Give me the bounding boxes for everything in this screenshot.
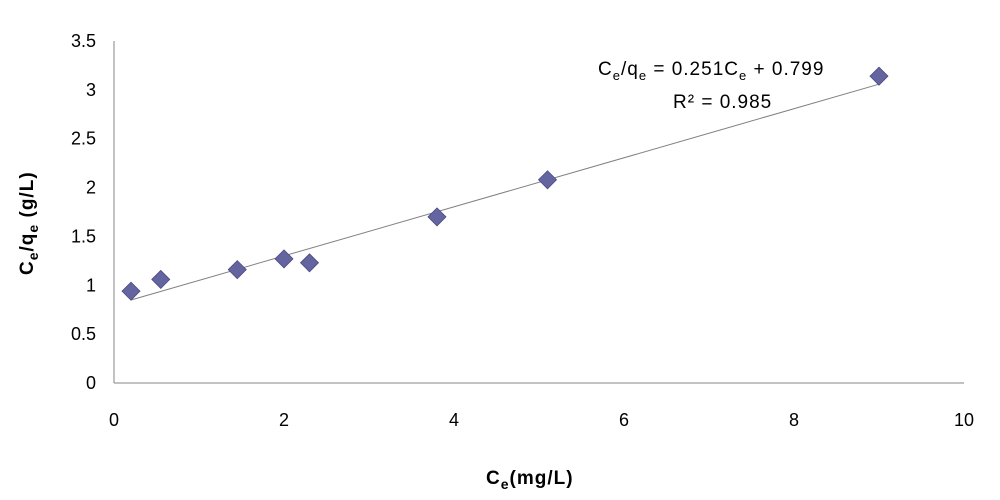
y-tick-label: 3.5 — [71, 31, 96, 51]
data-points — [121, 66, 889, 301]
x-tick-labels: 0 2 4 6 8 10 — [109, 410, 974, 430]
data-point — [299, 253, 320, 273]
x-tick-label: 8 — [789, 410, 799, 430]
x-tick-label: 10 — [954, 410, 974, 430]
y-tick-label: 3 — [86, 80, 96, 100]
trendline — [130, 83, 880, 301]
x-axis-title: Ce(mg/L) — [486, 468, 574, 492]
r-squared-label: R² = 0.985 — [673, 92, 772, 113]
y-tick-label: 2 — [86, 178, 96, 198]
y-axis-title: Ce/qe (g/L) — [17, 171, 41, 275]
data-point — [427, 207, 447, 227]
trendline-equation: Ce/qe = 0.251Ce + 0.799 — [598, 59, 824, 83]
x-tick-label: 2 — [279, 410, 289, 430]
data-point — [151, 269, 171, 289]
x-tick-label: 6 — [619, 410, 629, 430]
x-tick-label: 0 — [109, 410, 119, 430]
y-tick-label: 0 — [86, 373, 96, 393]
data-point — [274, 249, 294, 269]
y-tick-label: 0.5 — [71, 324, 96, 344]
x-tick-label: 4 — [449, 410, 459, 430]
y-tick-labels: 0 0.5 1 1.5 2 2.5 3 3.5 — [71, 31, 96, 393]
y-tick-label: 1.5 — [71, 226, 96, 246]
y-tick-label: 2.5 — [71, 129, 96, 149]
y-tick-label: 1 — [86, 275, 96, 295]
data-point — [869, 66, 889, 86]
data-point — [121, 281, 141, 301]
data-point — [537, 170, 558, 190]
data-point — [227, 260, 247, 280]
